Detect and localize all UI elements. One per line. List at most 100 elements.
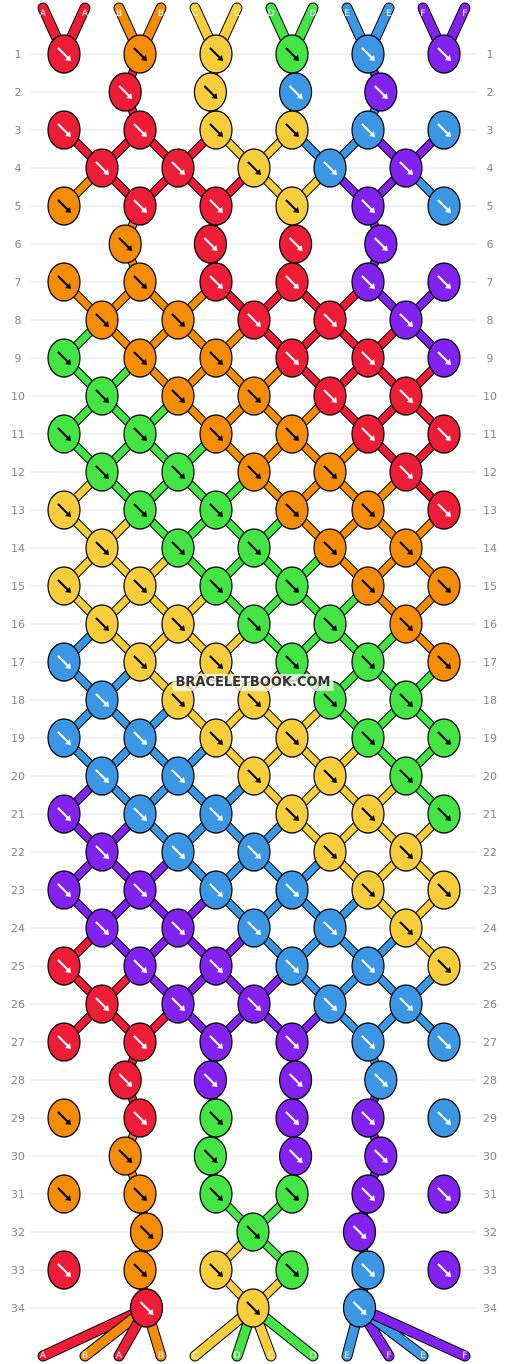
- knot: [85, 452, 119, 492]
- knot: [85, 148, 119, 188]
- knot: [85, 756, 119, 796]
- arrowhead-icon: [126, 1081, 133, 1087]
- arrowhead-icon: [217, 359, 223, 365]
- arrowhead-icon: [255, 169, 261, 175]
- knot: [275, 794, 309, 834]
- arrow-icon: [171, 541, 184, 554]
- arrowhead-icon: [331, 853, 337, 859]
- knot: [351, 642, 385, 682]
- arrow-icon: [209, 1187, 222, 1200]
- knot: [47, 34, 81, 74]
- arrowhead-icon: [445, 359, 451, 365]
- arrowhead-icon: [179, 853, 185, 859]
- knot: [313, 604, 347, 644]
- arrowhead-icon: [369, 131, 375, 137]
- knot: [275, 338, 309, 378]
- arrowhead-icon: [141, 435, 147, 441]
- knot: [427, 110, 461, 150]
- top-strand-label: D: [310, 9, 317, 19]
- arrow-icon: [209, 47, 222, 60]
- knot: [351, 946, 385, 986]
- knot: [275, 34, 309, 74]
- arrow-icon: [118, 1149, 131, 1162]
- arrowhead-icon: [369, 359, 375, 365]
- arrow-icon: [437, 275, 450, 288]
- arrow-icon: [133, 427, 146, 440]
- arrowhead-icon: [217, 131, 223, 137]
- row-number-left: 6: [15, 238, 22, 251]
- knot: [389, 908, 423, 948]
- knot: [275, 490, 309, 530]
- arrowhead-icon: [141, 967, 147, 973]
- arrowhead-icon: [141, 131, 147, 137]
- arrowhead-icon: [360, 1233, 367, 1239]
- knot: [313, 832, 347, 872]
- arrowhead-icon: [255, 549, 261, 555]
- arrowhead-icon: [141, 663, 147, 669]
- row-number-right: 4: [487, 162, 494, 175]
- arrowhead-icon: [217, 1195, 223, 1201]
- knot: [313, 908, 347, 948]
- arrowhead-icon: [126, 1157, 133, 1163]
- row-number-right: 17: [483, 656, 497, 669]
- row-number-left: 31: [11, 1188, 25, 1201]
- knot: [389, 604, 423, 644]
- arrowhead-icon: [217, 663, 223, 669]
- bottom-strand-label: C: [268, 1351, 274, 1361]
- arrow-icon: [437, 655, 450, 668]
- row-number-left: 11: [11, 428, 25, 441]
- knot: [313, 984, 347, 1024]
- knot: [85, 376, 119, 416]
- knot: [275, 414, 309, 454]
- arrowhead-icon: [331, 929, 337, 935]
- arrowhead-icon: [179, 321, 185, 327]
- row-number-left: 32: [11, 1226, 25, 1239]
- arrowhead-icon: [445, 967, 451, 973]
- knot: [199, 718, 233, 758]
- knot: [275, 262, 309, 302]
- arrowhead-icon: [445, 815, 451, 821]
- row-number-right: 18: [483, 694, 497, 707]
- knot: [313, 756, 347, 796]
- arrowhead-icon: [293, 1271, 299, 1277]
- knot: [313, 300, 347, 340]
- row-number-left: 7: [15, 276, 22, 289]
- knot: [237, 756, 271, 796]
- row-number-right: 24: [483, 922, 497, 935]
- arrow-icon: [374, 1073, 387, 1086]
- knot: [123, 794, 157, 834]
- arrow-icon: [171, 313, 184, 326]
- knot: [123, 1250, 157, 1290]
- arrow-icon: [247, 541, 260, 554]
- arrow-icon: [57, 579, 70, 592]
- row-number-right: 29: [483, 1112, 497, 1125]
- arrowhead-icon: [179, 549, 185, 555]
- knot: [108, 72, 142, 112]
- row-number-left: 29: [11, 1112, 25, 1125]
- knot: [389, 300, 423, 340]
- knot: [275, 186, 309, 226]
- knot: [351, 414, 385, 454]
- arrowhead-icon: [293, 283, 299, 289]
- arrow-icon: [133, 123, 146, 136]
- top-strand-label: E: [344, 9, 350, 19]
- arrowhead-icon: [369, 967, 375, 973]
- knot: [275, 1098, 309, 1138]
- arrowhead-icon: [141, 1195, 147, 1201]
- row-number-right: 14: [483, 542, 497, 555]
- knot: [47, 414, 81, 454]
- row-number-left: 28: [11, 1074, 25, 1087]
- arrow-icon: [171, 161, 184, 174]
- arrowhead-icon: [103, 929, 109, 935]
- knot: [389, 452, 423, 492]
- arrow-icon: [285, 807, 298, 820]
- arrowhead-icon: [179, 777, 185, 783]
- knot: [85, 528, 119, 568]
- arrow-icon: [139, 1225, 153, 1238]
- row-number-left: 17: [11, 656, 25, 669]
- arrow-icon: [57, 275, 70, 288]
- arrow-icon: [437, 199, 450, 212]
- arrowhead-icon: [103, 169, 109, 175]
- arrowhead-icon: [65, 663, 71, 669]
- arrow-icon: [399, 161, 412, 174]
